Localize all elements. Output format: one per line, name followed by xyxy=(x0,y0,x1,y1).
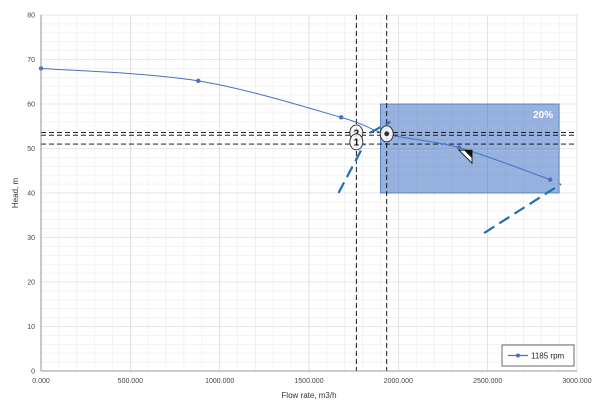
x-tick-label: 1000.000 xyxy=(205,378,234,385)
y-tick-label: 40 xyxy=(27,191,35,198)
y-tick-label: 30 xyxy=(27,235,35,242)
system-curve-segment xyxy=(369,120,391,134)
series-point xyxy=(548,177,553,182)
triangle-marker-fill xyxy=(464,150,473,159)
system-curve xyxy=(337,120,562,234)
y-tick-label: 70 xyxy=(27,57,35,64)
reference-lines xyxy=(41,15,577,371)
y-axis-title: Head, m xyxy=(11,178,20,209)
series-point xyxy=(456,145,462,150)
y-tick-label: 0 xyxy=(31,369,35,376)
shaded-region-rect xyxy=(380,103,560,194)
x-tick-label: 1500.000 xyxy=(294,378,323,385)
y-tick-label: 10 xyxy=(27,324,35,331)
operating-point-dot xyxy=(384,131,390,137)
x-tick-label: 500.000 xyxy=(118,378,143,385)
series-point xyxy=(196,78,201,84)
tick-labels: 0.000 500.000 1000.000 1500.000 2000.000 2500… xyxy=(27,13,591,386)
legend-box xyxy=(501,344,575,367)
x-axis-title: Flow rate, m3/h xyxy=(281,391,336,400)
series-line xyxy=(40,67,551,181)
region-label: 20% xyxy=(533,110,553,121)
legend: 1185 rpm xyxy=(501,344,575,367)
grid xyxy=(40,14,578,372)
x-tick-label: 3000.000 xyxy=(562,378,591,385)
operating-point-label: 1 xyxy=(354,137,360,148)
x-tick-label: 0.000 xyxy=(32,378,50,385)
operating-point-markers: 21 xyxy=(349,124,473,165)
legend-entry-1185-rpm: 1185 rpm xyxy=(531,352,565,361)
shaded-region xyxy=(380,103,560,194)
system-curve-segment xyxy=(483,183,562,234)
x-tick-label: 2000.000 xyxy=(384,378,413,385)
series-point xyxy=(338,115,344,120)
legend-marker-swatch xyxy=(516,353,520,358)
axes xyxy=(40,15,577,372)
y-tick-label: 50 xyxy=(27,146,35,153)
operating-point-circle xyxy=(349,133,364,151)
y-tick-label: 80 xyxy=(27,13,35,20)
y-tick-label: 20 xyxy=(27,280,35,287)
y-tick-label: 60 xyxy=(27,102,35,109)
system-curve-segment xyxy=(337,143,366,194)
x-tick-label: 2500.000 xyxy=(473,378,502,385)
